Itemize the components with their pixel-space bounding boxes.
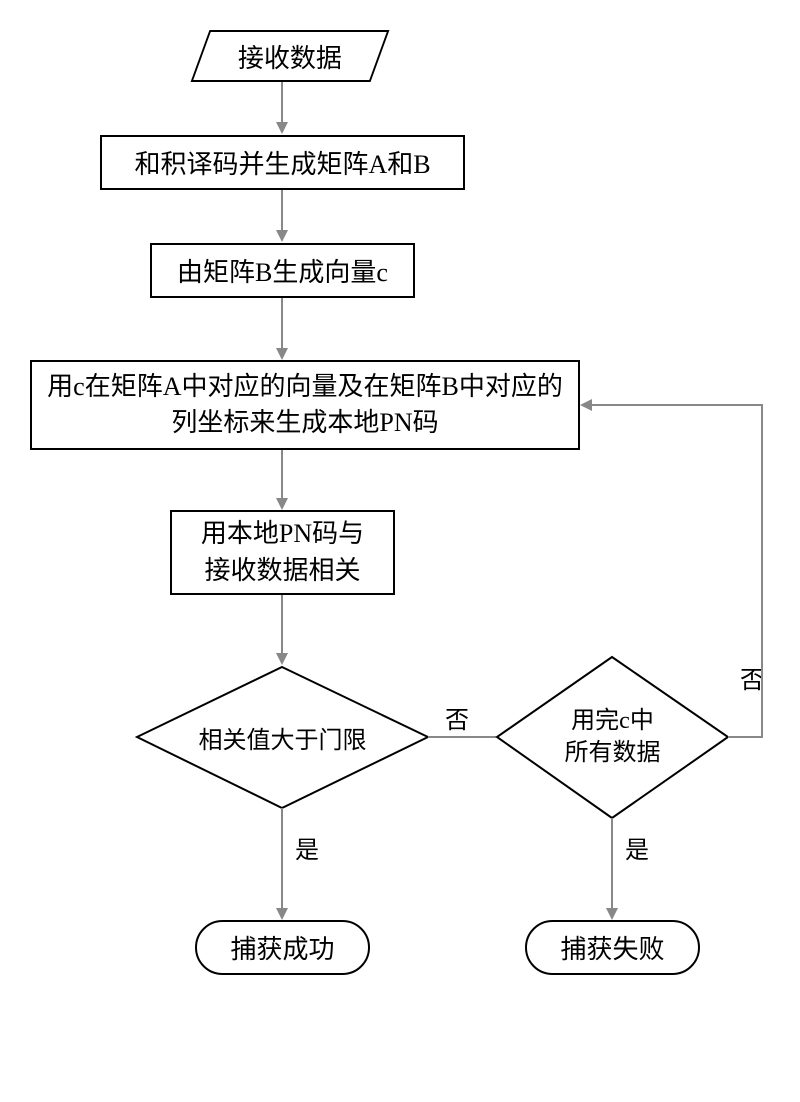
node-threshold-text: 相关值大于门限 [199, 720, 367, 755]
arrow-3-head [276, 348, 288, 360]
node-fail-text: 捕获失败 [560, 929, 664, 966]
node-receive: 接收数据 [191, 30, 390, 82]
node-threshold: 相关值大于门限 [135, 665, 430, 810]
arrow-5 [281, 595, 283, 655]
node-usedall-text: 用完c中 所有数据 [565, 706, 661, 768]
arrow-feedback-h2 [592, 404, 763, 406]
arrow-feedback-h1 [728, 736, 763, 738]
node-correlate: 用本地PN码与 接收数据相关 [170, 510, 395, 595]
arrow-2-head [276, 230, 288, 242]
label-yes-2: 是 [625, 830, 649, 865]
node-success-text: 捕获成功 [230, 929, 334, 966]
arrow-1-head [276, 122, 288, 134]
node-decode: 和积译码并生成矩阵A和B [100, 135, 465, 190]
arrow-usedall-yes-head [606, 908, 618, 920]
arrow-4-head [276, 498, 288, 510]
node-gen-vector-text: 由矩阵B生成向量c [177, 252, 388, 289]
arrow-threshold-no [428, 736, 496, 738]
node-fail: 捕获失败 [525, 920, 700, 975]
node-decode-text: 和积译码并生成矩阵A和B [134, 144, 430, 181]
label-no-1: 否 [445, 700, 469, 735]
arrow-feedback-v [761, 405, 763, 738]
node-receive-text: 接收数据 [238, 38, 342, 75]
arrow-threshold-yes [281, 808, 283, 910]
node-usedall: 用完c中 所有数据 [495, 655, 730, 820]
node-gen-pn: 用c在矩阵A中对应的向量及在矩阵B中对应的列坐标来生成本地PN码 [30, 360, 580, 450]
arrow-1 [281, 82, 283, 124]
node-gen-vector: 由矩阵B生成向量c [150, 243, 415, 298]
arrow-threshold-yes-head [276, 908, 288, 920]
node-gen-pn-text: 用c在矩阵A中对应的向量及在矩阵B中对应的列坐标来生成本地PN码 [47, 369, 563, 442]
arrow-3 [281, 298, 283, 350]
arrow-4 [281, 450, 283, 500]
node-success: 捕获成功 [195, 920, 370, 975]
arrow-usedall-yes [611, 818, 613, 910]
node-correlate-text: 用本地PN码与 接收数据相关 [201, 516, 364, 589]
label-yes-1: 是 [295, 830, 319, 865]
arrow-2 [281, 190, 283, 232]
arrow-5-head [276, 653, 288, 665]
arrow-feedback-head [580, 399, 592, 411]
